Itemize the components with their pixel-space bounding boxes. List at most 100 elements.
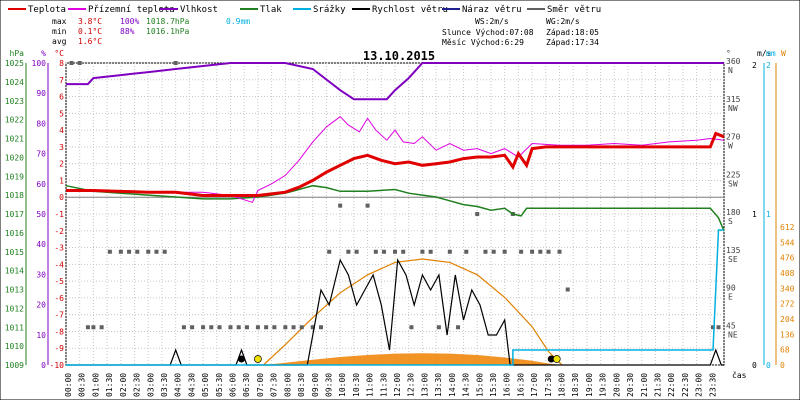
pct-axis-tick: 100 (32, 59, 47, 68)
wm2-axis-label: W (781, 49, 786, 58)
wm2-axis-tick: 408 (780, 269, 795, 278)
wind-direction-mark (530, 249, 535, 254)
x-axis-tick: 23:30 (708, 373, 717, 397)
mm-axis-label: mm (766, 49, 776, 58)
x-axis-tick: 02:00 (119, 373, 128, 397)
x-axis-tick: 17:00 (530, 373, 539, 397)
hpa-axis-tick: 1014 (5, 267, 24, 276)
pct-axis-tick: 80 (36, 119, 46, 128)
legend-label: Rychlost větru (372, 5, 448, 15)
x-axis-tick: 01:00 (91, 373, 100, 397)
dir-axis-tick: 270 (726, 133, 741, 142)
stats-label: avg (52, 37, 67, 46)
wind-direction-mark (373, 249, 378, 254)
axes: 1025102410231022102110201019101810171016… (5, 49, 795, 397)
wind-direction-mark (456, 325, 461, 330)
x-axis-tick: 16:00 (503, 373, 512, 397)
degc-axis-tick: 8 (59, 59, 64, 68)
degc-axis-tick: -5 (54, 277, 64, 286)
degc-axis-tick: -6 (54, 294, 64, 303)
x-axis-tick: 15:00 (475, 373, 484, 397)
wm2-axis-tick: 272 (780, 300, 795, 309)
wind-direction-mark (483, 249, 488, 254)
wind-direction-mark (99, 325, 104, 330)
wind-direction-mark (716, 325, 721, 330)
pct-axis-label: % (41, 49, 46, 58)
wind-direction-mark (464, 249, 469, 254)
x-axis-tick: 11:00 (366, 373, 375, 397)
legend-label: Přízemní teplota (88, 5, 175, 15)
legend: Teplota Přízemní teplota Vlhkost Tlak Srážky… (8, 5, 601, 15)
legend-label: Směr větru (547, 5, 601, 15)
hpa-axis-tick: 1010 (5, 342, 24, 351)
temperature-line (66, 131, 725, 197)
x-axis-tick: 20:30 (626, 373, 635, 397)
pct-axis-tick: 60 (36, 180, 46, 189)
info-wg: WG:2m/s (546, 17, 580, 26)
x-axis-tick: 00:30 (78, 373, 87, 397)
degc-axis-tick: -2 (54, 227, 64, 236)
wind-direction-mark (154, 249, 159, 254)
x-axis-tick: 11:30 (379, 373, 388, 397)
sun-marker (254, 355, 262, 363)
wind-direction-mark (190, 325, 195, 330)
info-moonset: Západ:17:34 (546, 38, 599, 47)
hpa-axis-tick: 1017 (5, 210, 24, 219)
degc-axis-tick: 6 (59, 93, 64, 102)
x-axis-tick: 04:00 (174, 373, 183, 397)
wind-direction-mark (127, 249, 132, 254)
wind-direction-mark (146, 249, 151, 254)
wind-direction-mark (209, 325, 214, 330)
wm2-axis-tick: 68 (780, 346, 790, 355)
wind-direction-mark (538, 249, 543, 254)
stats-label: max (52, 17, 67, 26)
wind-direction-mark (162, 249, 167, 254)
x-axis-tick: 08:30 (297, 373, 306, 397)
ms-axis-label: m/s (757, 49, 772, 58)
degc-axis-label: °C (54, 49, 64, 58)
wind-direction-mark (327, 249, 332, 254)
dir-axis-name: N (728, 66, 733, 75)
wind-direction-mark (173, 61, 178, 65)
degc-axis-tick: -4 (54, 260, 64, 269)
info-sunrise: Slunce Východ:07:08 (442, 28, 534, 37)
x-axis-tick: 09:00 (311, 373, 320, 397)
wind-direction-mark (85, 325, 90, 330)
stats-pressure: 1016.1hPa (146, 27, 190, 36)
dir-axis-tick: 135 (726, 246, 741, 255)
info-moonrise: Měsíc Východ:6:29 (442, 38, 524, 47)
stats-label: min (52, 27, 67, 36)
x-axis-tick: 14:00 (448, 373, 457, 397)
hpa-axis-tick: 1020 (5, 153, 24, 162)
x-axis-tick: 17:30 (544, 373, 553, 397)
dir-axis-tick: 90 (726, 284, 736, 293)
x-axis-tick: 19:00 (585, 373, 594, 397)
wind-direction-mark (393, 249, 397, 254)
wind-direction-mark (365, 203, 370, 208)
wind-direction-mark (91, 325, 96, 330)
x-axis-tick: 08:00 (283, 373, 292, 397)
wind-direction-mark (491, 249, 496, 254)
degc-axis-tick: -9 (54, 344, 64, 353)
rain-line (66, 229, 724, 366)
dir-axis-name: NE (728, 330, 738, 339)
wm2-axis-tick: 204 (780, 315, 795, 324)
wind-direction-mark (118, 249, 123, 254)
wm2-axis-tick: 0 (780, 361, 785, 370)
wind-direction-mark (299, 325, 304, 330)
dir-axis-tick: 225 (726, 170, 741, 179)
dir-axis-name: NW (728, 104, 738, 113)
wind-direction-mark (107, 249, 112, 254)
x-axis-tick: 10:00 (338, 373, 347, 397)
wind-direction-mark (264, 325, 269, 330)
wind-direction-mark (244, 325, 249, 330)
pct-axis-tick: 70 (36, 150, 46, 159)
ms-axis-tick: 2 (752, 61, 757, 70)
hpa-axis-tick: 1019 (5, 172, 24, 181)
plot-series (65, 61, 725, 366)
x-axis-tick: 13:30 (434, 373, 443, 397)
wind-direction-mark (557, 249, 562, 254)
info-block: WS:2m/s WG:2m/s Slunce Východ:07:08 Západ:1… (442, 17, 599, 47)
x-axis-tick: 06:30 (242, 373, 251, 397)
wind-direction-mark (181, 325, 186, 330)
